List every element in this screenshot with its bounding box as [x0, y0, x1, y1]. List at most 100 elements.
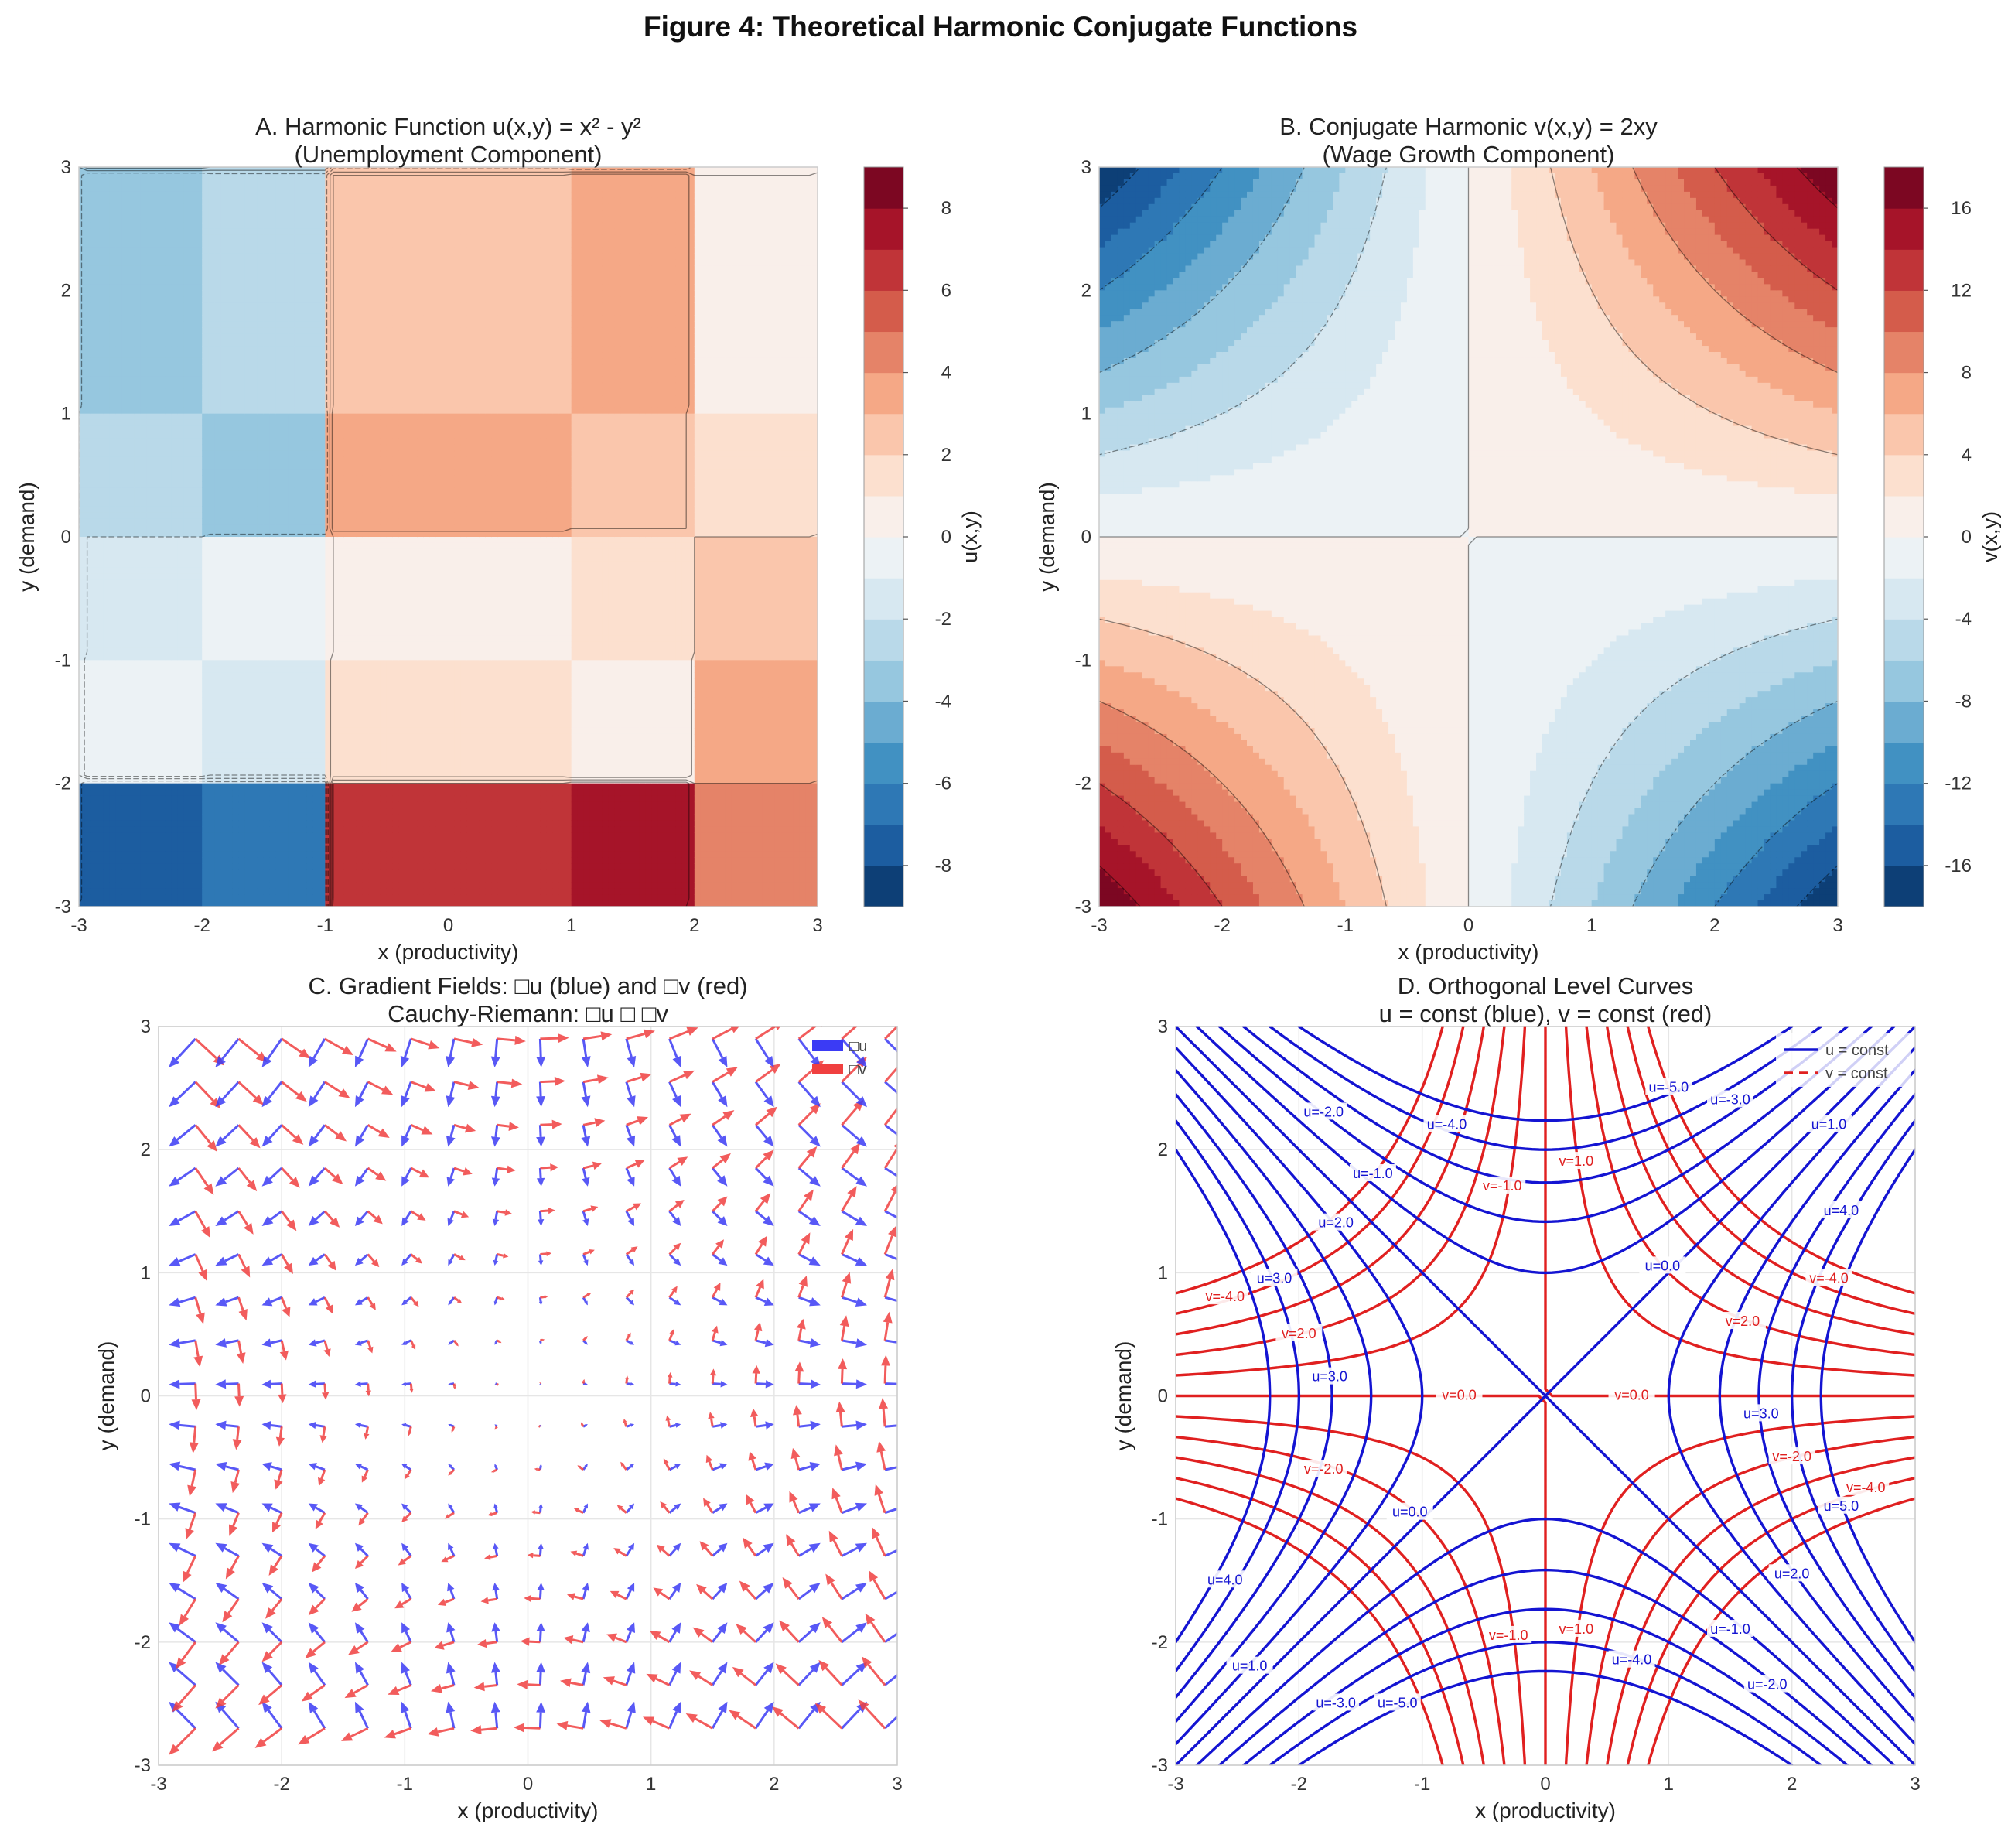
- heatmap-cell: [214, 567, 221, 575]
- heatmap-cell: [146, 296, 154, 303]
- heatmap-cell: [115, 481, 123, 488]
- heatmap-cell: [269, 352, 277, 359]
- heatmap-cell: [140, 500, 148, 507]
- heatmap-cell: [128, 814, 135, 822]
- heatmap-cell: [159, 278, 166, 285]
- heatmap-cell: [128, 826, 135, 833]
- heatmap-cell: [251, 617, 258, 624]
- heatmap-cell: [294, 173, 302, 180]
- heatmap-cell: [294, 647, 302, 654]
- heatmap-cell: [325, 506, 332, 513]
- heatmap-cell: [269, 388, 277, 396]
- heatmap-cell: [288, 900, 295, 907]
- heatmap-cell: [121, 826, 129, 833]
- heatmap-cell: [214, 364, 221, 371]
- heatmap-cell: [140, 494, 148, 500]
- heatmap-cell: [121, 839, 129, 845]
- heatmap-cell: [103, 364, 111, 371]
- heatmap-cell: [121, 296, 129, 303]
- heatmap-cell: [190, 567, 196, 575]
- heatmap-cell: [159, 814, 166, 822]
- heatmap-cell: [128, 241, 135, 248]
- heatmap-cell: [208, 167, 215, 174]
- heatmap-cell: [325, 573, 332, 581]
- heatmap-cell: [140, 333, 148, 340]
- heatmap-cell: [257, 444, 265, 452]
- heatmap-cell: [109, 425, 117, 433]
- heatmap-cell: [109, 302, 117, 309]
- heatmap-cell: [257, 770, 265, 778]
- heatmap-cell: [306, 401, 314, 408]
- heatmap-cell: [190, 548, 196, 556]
- heatmap-cell: [165, 727, 172, 735]
- heatmap-cell: [140, 444, 148, 452]
- heatmap-cell: [251, 542, 258, 550]
- heatmap-cell: [282, 487, 289, 494]
- heatmap-cell: [244, 542, 252, 550]
- heatmap-cell: [325, 463, 332, 470]
- heatmap-cell: [325, 598, 332, 606]
- heatmap-cell: [121, 340, 129, 347]
- heatmap-cell: [220, 573, 227, 581]
- heatmap-cell: [232, 789, 240, 797]
- heatmap-cell: [90, 241, 98, 248]
- heatmap-cell: [146, 210, 154, 217]
- heatmap-cell: [128, 573, 135, 581]
- heatmap-cell: [115, 826, 123, 833]
- heatmap-cell: [227, 733, 234, 741]
- heatmap-cell: [220, 456, 227, 463]
- heatmap-cell: [190, 795, 196, 803]
- heatmap-cell: [97, 487, 104, 494]
- heatmap-cell: [312, 388, 319, 396]
- heatmap-cell: [171, 660, 178, 667]
- heatmap-cell: [319, 512, 326, 519]
- heatmap-cell: [232, 222, 240, 230]
- heatmap-cell: [208, 808, 215, 815]
- heatmap-cell: [190, 629, 196, 637]
- heatmap-cell: [177, 869, 184, 876]
- heatmap-cell: [90, 647, 98, 654]
- heatmap-cell: [190, 758, 196, 766]
- heatmap-cell: [227, 216, 234, 224]
- heatmap-cell: [97, 579, 104, 587]
- heatmap-cell: [232, 395, 240, 402]
- heatmap-cell: [159, 604, 166, 612]
- heatmap-cell: [331, 542, 338, 550]
- heatmap-cell: [294, 531, 302, 538]
- heatmap-cell: [251, 494, 258, 500]
- heatmap-cell: [152, 851, 160, 858]
- heatmap-cell: [282, 894, 289, 901]
- heatmap-cell: [79, 561, 86, 569]
- heatmap-cell: [183, 548, 190, 556]
- heatmap-cell: [90, 506, 98, 513]
- heatmap-cell: [84, 518, 92, 525]
- heatmap-cell: [146, 197, 154, 205]
- heatmap-cell: [214, 876, 221, 883]
- heatmap-cell: [294, 722, 302, 729]
- heatmap-cell: [159, 579, 166, 587]
- heatmap-cell: [306, 413, 314, 421]
- heatmap-cell: [288, 290, 295, 297]
- heatmap-cell: [275, 352, 283, 359]
- heatmap-cell: [103, 610, 111, 618]
- heatmap-cell: [121, 795, 129, 803]
- heatmap-cell: [312, 888, 319, 895]
- heatmap-cell: [90, 777, 98, 784]
- heatmap-cell: [325, 623, 332, 630]
- heatmap-cell: [300, 623, 308, 630]
- heatmap-cell: [140, 783, 148, 791]
- heatmap-cell: [232, 309, 240, 316]
- heatmap-cell: [202, 604, 209, 612]
- heatmap-cell: [177, 216, 184, 224]
- heatmap-cell: [325, 487, 332, 494]
- heatmap-cell: [282, 561, 289, 569]
- heatmap-cell: [183, 290, 190, 297]
- heatmap-cell: [208, 346, 215, 353]
- heatmap-cell: [103, 567, 111, 575]
- heatmap-cell: [121, 309, 129, 316]
- heatmap-cell: [288, 333, 295, 340]
- heatmap-cell: [251, 401, 258, 408]
- heatmap-cell: [84, 727, 92, 735]
- heatmap-cell: [269, 357, 277, 365]
- heatmap-cell: [196, 296, 203, 303]
